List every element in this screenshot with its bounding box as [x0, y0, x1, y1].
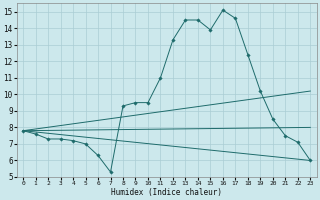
X-axis label: Humidex (Indice chaleur): Humidex (Indice chaleur) [111, 188, 222, 197]
